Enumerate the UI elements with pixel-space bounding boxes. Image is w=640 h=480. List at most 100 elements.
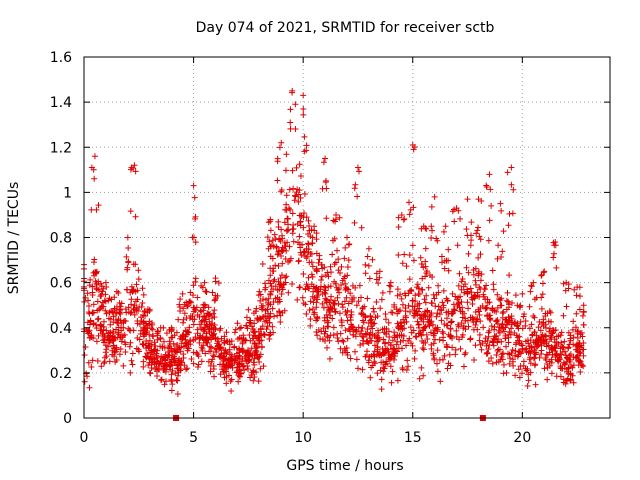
data-point (159, 343, 166, 350)
data-point (297, 222, 304, 229)
data-point (184, 302, 191, 309)
data-point (334, 335, 341, 342)
data-point (570, 318, 577, 325)
data-point (248, 323, 255, 330)
data-point (409, 297, 416, 304)
data-point (323, 215, 330, 222)
data-point (246, 332, 253, 339)
data-point (408, 340, 415, 347)
data-point (352, 181, 359, 188)
data-point (398, 211, 405, 218)
data-point (247, 374, 254, 381)
y-tick-label: 0.2 (50, 366, 72, 382)
data-point (302, 253, 309, 260)
data-point (101, 336, 108, 343)
data-point (243, 314, 250, 321)
data-point (294, 296, 301, 303)
data-point (118, 320, 125, 327)
data-point (451, 206, 458, 213)
data-point (321, 289, 328, 296)
data-point (281, 219, 288, 226)
data-point (146, 369, 153, 376)
data-point (188, 356, 195, 363)
data-point (380, 350, 387, 357)
data-point (322, 179, 329, 186)
data-point (319, 185, 326, 192)
data-point (423, 269, 430, 276)
data-point (454, 242, 461, 249)
data-point (412, 347, 419, 354)
data-point (406, 276, 413, 283)
data-point (364, 326, 371, 333)
data-point (287, 119, 294, 126)
data-point (116, 351, 123, 358)
y-axis-label: SRMTID / TECUs (6, 182, 22, 295)
data-point (85, 330, 92, 337)
data-point (242, 337, 249, 344)
data-point (458, 286, 465, 293)
data-point (195, 361, 202, 368)
data-point (168, 387, 175, 394)
data-point (135, 276, 142, 283)
data-point (199, 347, 206, 354)
data-point (113, 288, 120, 295)
data-point (377, 305, 384, 312)
data-point (93, 325, 100, 332)
data-point (198, 358, 205, 365)
data-point (489, 360, 496, 367)
data-point (548, 318, 555, 325)
data-point (351, 219, 358, 226)
data-point (285, 258, 292, 265)
data-point (109, 351, 116, 358)
data-point (211, 307, 218, 314)
data-point (90, 301, 97, 308)
data-point (516, 374, 523, 381)
data-point (278, 291, 285, 298)
data-point (264, 299, 271, 306)
data-point (275, 248, 282, 255)
data-point (274, 251, 281, 258)
data-point (559, 365, 566, 372)
data-point (305, 241, 312, 248)
data-point (350, 294, 357, 301)
data-point (508, 325, 515, 332)
data-point (157, 360, 164, 367)
data-point (262, 312, 269, 319)
data-point (552, 242, 559, 249)
data-point (198, 325, 205, 332)
data-point (548, 370, 555, 377)
data-point (428, 235, 435, 242)
data-point (429, 227, 436, 234)
data-point (475, 270, 482, 277)
data-point (434, 347, 441, 354)
data-point (338, 282, 345, 289)
data-point (332, 218, 339, 225)
data-point (445, 267, 452, 274)
data-point (102, 307, 109, 314)
data-point (245, 306, 252, 313)
data-point (115, 316, 122, 323)
data-point (283, 192, 290, 199)
data-point (357, 341, 364, 348)
data-point (464, 299, 471, 306)
data-point (327, 297, 334, 304)
data-point (503, 369, 510, 376)
data-point (486, 217, 493, 224)
data-point (453, 327, 460, 334)
data-point (181, 362, 188, 369)
data-point (347, 290, 354, 297)
data-point (124, 264, 131, 271)
data-point (140, 363, 147, 370)
data-point (176, 303, 183, 310)
data-point (355, 365, 362, 372)
data-point (270, 278, 277, 285)
data-point (361, 312, 368, 319)
data-point (215, 343, 222, 350)
data-point (379, 326, 386, 333)
data-point (431, 355, 438, 362)
x-tick-label: 5 (189, 430, 198, 446)
data-point (309, 306, 316, 313)
data-point (343, 294, 350, 301)
data-point (154, 328, 161, 335)
data-point (305, 285, 312, 292)
